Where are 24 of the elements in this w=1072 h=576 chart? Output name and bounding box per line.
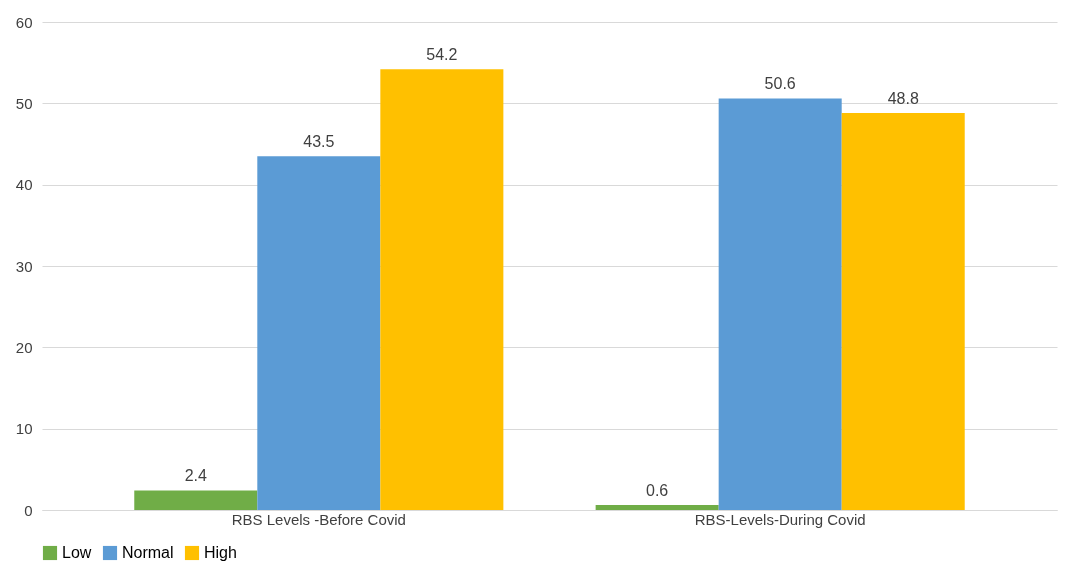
bar — [257, 156, 381, 510]
bar — [595, 505, 719, 510]
data-label: 50.6 — [764, 75, 796, 93]
data-label: 43.5 — [303, 133, 335, 151]
x-tick-label: RBS-Levels-During Covid — [694, 510, 866, 528]
y-tick-label: 0 — [24, 501, 33, 519]
bar — [841, 113, 965, 510]
y-tick-label: 40 — [15, 176, 33, 194]
y-tick-label: 30 — [15, 257, 33, 275]
legend-label: Normal — [122, 544, 174, 561]
y-tick-label: 60 — [15, 13, 33, 31]
y-tick-label: 10 — [15, 420, 33, 438]
data-label: 0.6 — [646, 482, 669, 500]
data-label: 54.2 — [426, 46, 458, 64]
bar — [718, 98, 842, 510]
data-label: 2.4 — [184, 467, 208, 485]
y-tick-label: 20 — [15, 338, 33, 356]
bar — [134, 490, 258, 510]
x-tick-label: RBS Levels -Before Covid — [231, 510, 406, 528]
bar — [380, 69, 504, 510]
legend-label: High — [204, 544, 237, 561]
y-tick-label: 50 — [15, 94, 33, 112]
data-label: 48.8 — [887, 90, 919, 108]
legend-label: Low — [62, 544, 92, 561]
